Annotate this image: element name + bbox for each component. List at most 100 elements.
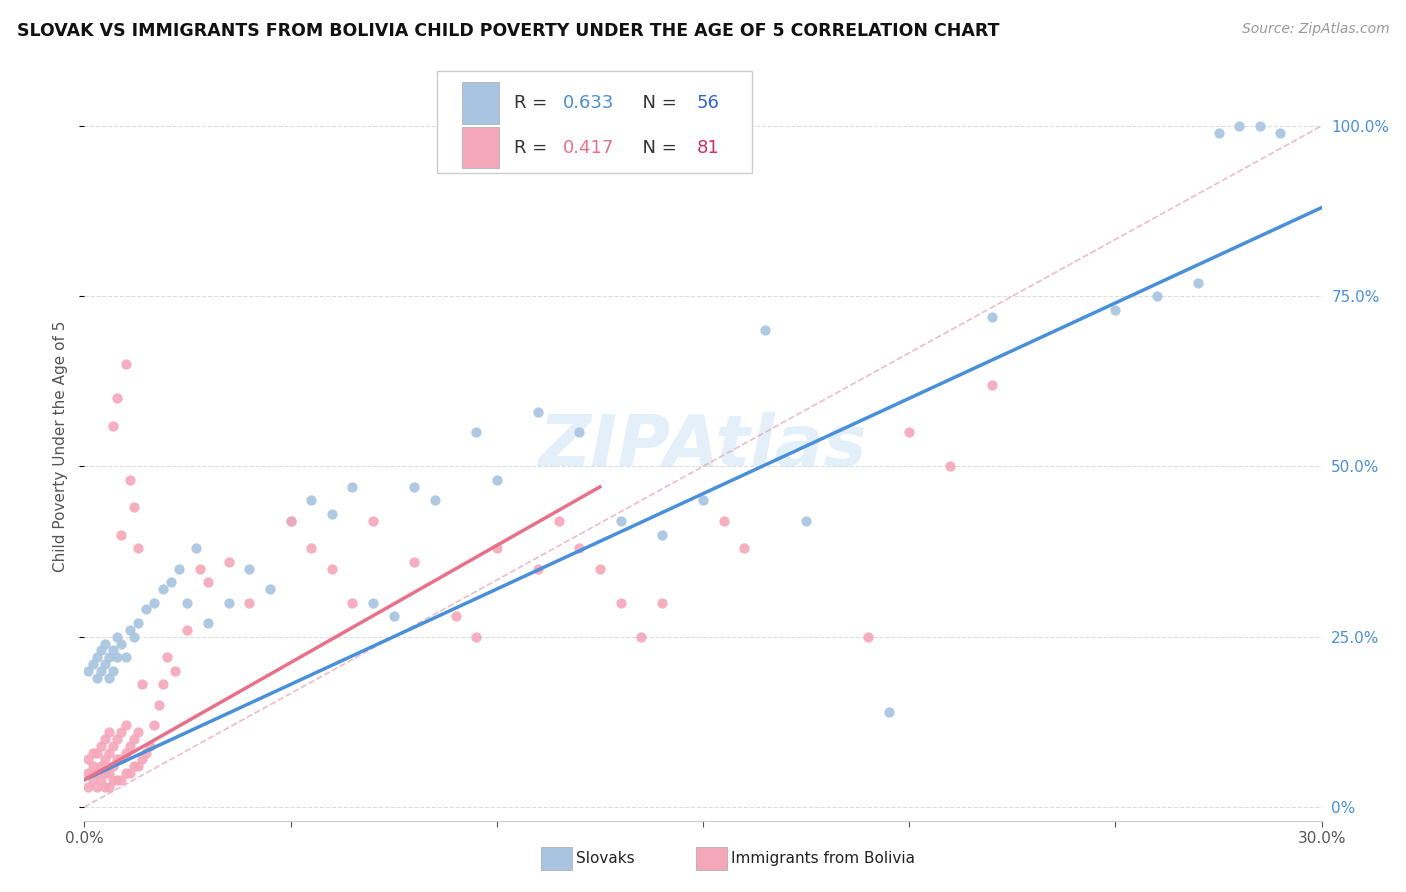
Text: R =: R =: [513, 139, 553, 157]
Point: [188, 561, 211, 575]
Point: [82, 759, 104, 773]
Point: [238, 561, 260, 575]
Point: [105, 752, 128, 766]
Point: [197, 575, 219, 590]
Point: [98, 650, 121, 665]
Point: [361, 596, 384, 610]
Point: [82, 746, 104, 760]
Point: [160, 575, 183, 590]
Point: [148, 698, 170, 712]
Point: [90, 759, 112, 773]
FancyBboxPatch shape: [461, 128, 499, 169]
Point: [90, 643, 112, 657]
Point: [143, 596, 166, 610]
Point: [94, 752, 117, 766]
Point: [589, 561, 612, 575]
Point: [218, 596, 240, 610]
Point: [299, 493, 322, 508]
Point: [114, 357, 136, 371]
Text: 0.417: 0.417: [564, 139, 614, 157]
Text: Immigrants from Bolivia: Immigrants from Bolivia: [731, 851, 915, 866]
Text: Source: ZipAtlas.com: Source: ZipAtlas.com: [1241, 22, 1389, 37]
Point: [94, 636, 117, 650]
Point: [980, 377, 1002, 392]
Point: [197, 616, 219, 631]
Point: [127, 616, 149, 631]
Point: [127, 541, 149, 556]
Point: [118, 766, 141, 780]
Point: [568, 541, 591, 556]
Point: [321, 561, 343, 575]
Point: [651, 527, 673, 541]
Point: [110, 752, 132, 766]
Point: [90, 739, 112, 753]
Point: [568, 425, 591, 440]
Point: [118, 739, 141, 753]
Point: [114, 746, 136, 760]
Point: [105, 650, 128, 665]
Point: [139, 739, 162, 753]
Point: [114, 766, 136, 780]
Point: [110, 636, 132, 650]
Point: [1227, 119, 1250, 133]
Point: [94, 766, 117, 780]
Point: [382, 609, 405, 624]
Point: [122, 500, 145, 515]
Point: [651, 596, 673, 610]
Point: [980, 310, 1002, 324]
Point: [94, 731, 117, 746]
Point: [135, 602, 157, 616]
Text: SLOVAK VS IMMIGRANTS FROM BOLIVIA CHILD POVERTY UNDER THE AGE OF 5 CORRELATION C: SLOVAK VS IMMIGRANTS FROM BOLIVIA CHILD …: [17, 22, 1000, 40]
Text: R =: R =: [513, 94, 553, 112]
Point: [609, 596, 631, 610]
Point: [1208, 126, 1230, 140]
Point: [609, 514, 631, 528]
Point: [218, 555, 240, 569]
Point: [342, 480, 364, 494]
Point: [86, 780, 108, 794]
Point: [90, 664, 112, 678]
Point: [103, 739, 125, 753]
Point: [713, 514, 735, 528]
Point: [321, 507, 343, 521]
Text: N =: N =: [631, 139, 683, 157]
Point: [98, 780, 121, 794]
Point: [105, 731, 128, 746]
Point: [754, 323, 776, 337]
Point: [131, 752, 153, 766]
Point: [143, 718, 166, 732]
Point: [280, 514, 302, 528]
Point: [86, 671, 108, 685]
Point: [259, 582, 281, 596]
Point: [86, 766, 108, 780]
Point: [156, 650, 179, 665]
Point: [342, 596, 364, 610]
Point: [165, 664, 187, 678]
Point: [105, 772, 128, 787]
Point: [176, 623, 198, 637]
Point: [527, 405, 550, 419]
Point: [404, 480, 426, 494]
Point: [77, 752, 100, 766]
Point: [105, 630, 128, 644]
Point: [692, 493, 714, 508]
Point: [939, 459, 962, 474]
Point: [176, 596, 198, 610]
Point: [98, 725, 121, 739]
Text: ZIPAtlas: ZIPAtlas: [538, 411, 868, 481]
Text: Slovaks: Slovaks: [576, 851, 636, 866]
Point: [485, 541, 508, 556]
Point: [184, 541, 207, 556]
Point: [114, 650, 136, 665]
Point: [127, 725, 149, 739]
Point: [152, 582, 174, 596]
Point: [105, 392, 128, 406]
Point: [527, 561, 550, 575]
Point: [77, 664, 100, 678]
Point: [110, 527, 132, 541]
Text: 0.633: 0.633: [564, 94, 614, 112]
Point: [630, 630, 652, 644]
FancyBboxPatch shape: [437, 71, 752, 172]
Point: [82, 657, 104, 671]
Point: [423, 493, 446, 508]
